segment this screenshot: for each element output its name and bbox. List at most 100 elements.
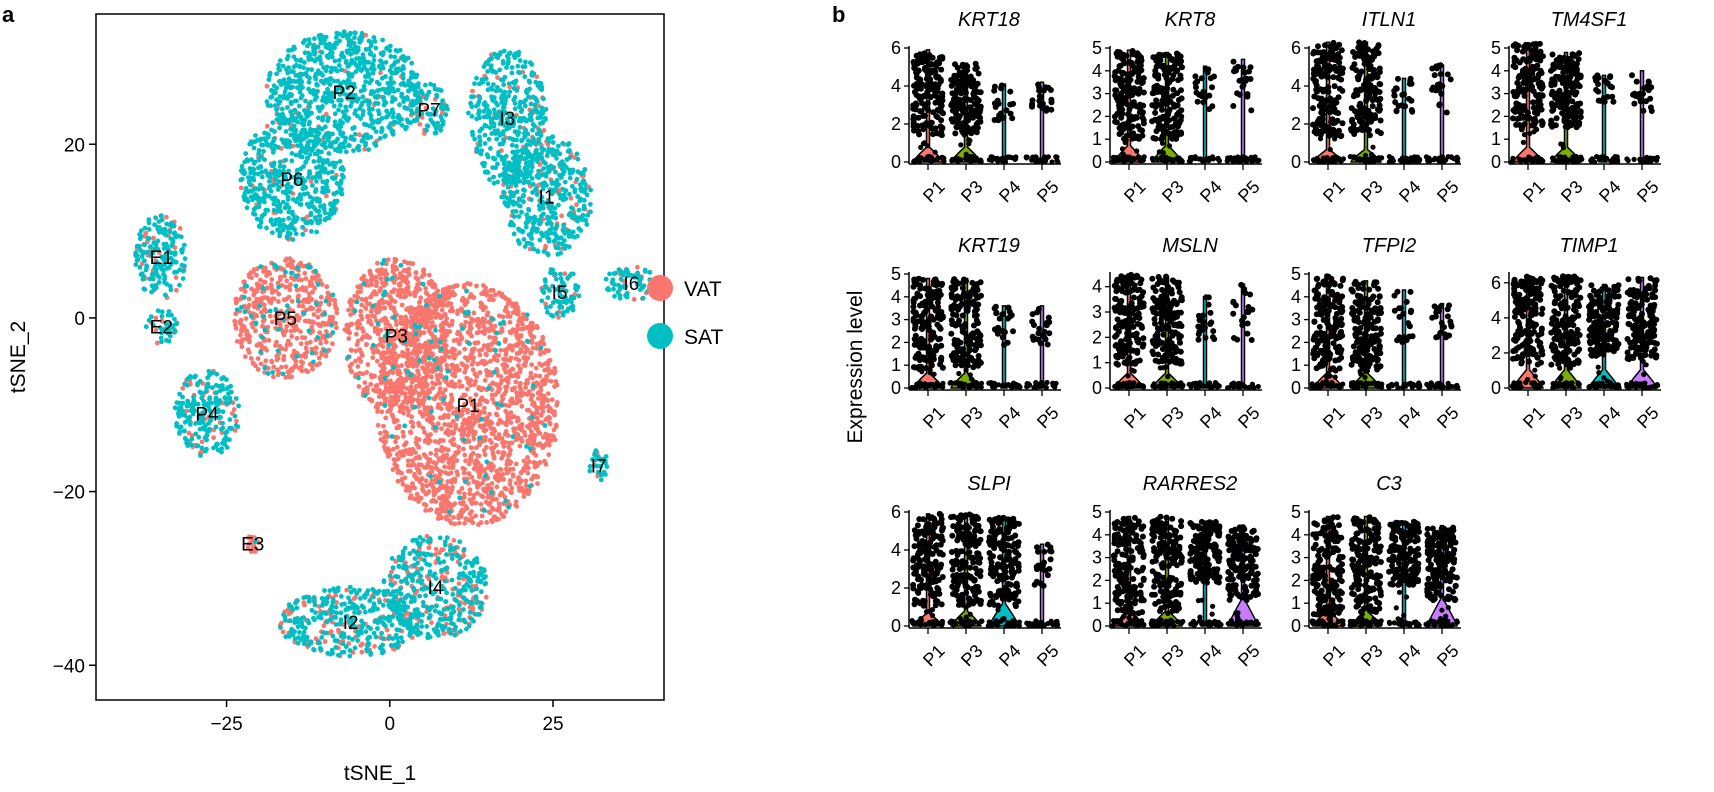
tsne-point <box>432 424 438 430</box>
tsne-point <box>268 95 274 100</box>
tsne-point <box>267 73 272 78</box>
tsne-point <box>388 577 394 583</box>
tsne-point <box>372 644 377 649</box>
tsne-point <box>495 449 501 455</box>
tsne-point <box>463 319 469 325</box>
tsne-point <box>542 458 547 464</box>
tsne-point <box>258 224 263 230</box>
tsne-point <box>436 391 441 397</box>
tsne-point <box>436 456 442 462</box>
tsne-point <box>288 109 293 114</box>
tsne-point <box>366 46 372 52</box>
tsne-point <box>310 289 315 295</box>
tsne-point <box>388 75 394 81</box>
tsne-point <box>412 348 417 354</box>
tsne-point <box>355 364 361 369</box>
tsne-point <box>409 336 415 342</box>
tsne-point <box>320 104 325 109</box>
tsne-point <box>243 354 248 359</box>
tsne-point <box>522 316 527 321</box>
tsne-point <box>396 282 402 288</box>
tsne-point <box>307 169 312 174</box>
tsne-point <box>365 135 370 141</box>
tsne-point <box>462 466 467 472</box>
tsne-point <box>488 146 493 151</box>
tsne-point <box>375 260 380 266</box>
tsne-point <box>339 52 344 58</box>
tsne-point <box>508 420 514 425</box>
tsne-point <box>441 504 446 510</box>
tsne-point <box>358 88 364 94</box>
tsne-point <box>443 509 448 514</box>
tsne-point <box>426 89 432 95</box>
tsne-point <box>517 443 523 449</box>
tsne-point <box>232 318 238 324</box>
tsne-point <box>526 425 532 431</box>
tsne-point <box>246 175 251 180</box>
tsne-point <box>509 142 515 148</box>
tsne-point <box>492 156 497 162</box>
tsne-point <box>459 383 465 389</box>
tsne-point <box>420 486 425 492</box>
tsne-point <box>474 283 479 289</box>
tsne-point <box>426 355 432 361</box>
tsne-point <box>514 334 520 340</box>
tsne-point <box>470 367 476 373</box>
tsne-point <box>449 379 454 385</box>
tsne-point <box>408 395 414 400</box>
tsne-point <box>385 89 391 95</box>
tsne-point <box>264 123 270 129</box>
tsne-point <box>358 308 364 314</box>
tsne-point <box>477 442 482 448</box>
tsne-point <box>441 453 447 458</box>
tsne-point <box>533 365 539 371</box>
tsne-point <box>433 309 438 315</box>
tsne-point <box>264 271 270 277</box>
tsne-point <box>473 392 479 398</box>
tsne-point <box>323 353 329 359</box>
tsne-point <box>369 77 374 83</box>
tsne-point <box>253 320 259 326</box>
tsne-point <box>174 287 179 293</box>
tsne-point <box>385 434 391 439</box>
tsne-point <box>286 294 292 300</box>
tsne-point <box>451 537 457 543</box>
tsne-point <box>336 63 342 68</box>
tsne-plot-frame <box>95 13 665 701</box>
tsne-point <box>495 372 501 378</box>
tsne-point <box>417 300 422 305</box>
tsne-point <box>243 316 249 321</box>
tsne-point <box>552 437 558 443</box>
tsne-point <box>496 505 502 510</box>
tsne-point <box>247 141 253 147</box>
tsne-point <box>530 345 536 351</box>
tsne-point <box>286 65 291 70</box>
tsne-point <box>509 396 515 402</box>
tsne-point <box>413 275 419 281</box>
tsne-point <box>483 285 488 291</box>
tsne-point <box>465 356 471 362</box>
tsne-point <box>370 303 376 309</box>
tsne-point <box>500 314 506 320</box>
tsne-point <box>502 347 508 353</box>
tsne-point <box>358 359 364 364</box>
tsne-point <box>514 396 520 401</box>
tsne-point <box>278 620 284 626</box>
tsne-point <box>390 128 396 134</box>
tsne-point <box>532 420 538 426</box>
tsne-point <box>416 404 421 409</box>
tsne-point <box>323 100 329 105</box>
tsne-point <box>334 190 340 195</box>
tsne-point <box>382 403 388 408</box>
tsne-point <box>330 341 335 347</box>
tsne-point <box>407 488 412 493</box>
tsne-point <box>490 396 495 402</box>
tsne-point <box>510 387 515 393</box>
tsne-point <box>409 103 415 108</box>
tsne-point <box>552 369 558 374</box>
tsne-point <box>289 264 294 270</box>
tsne-point <box>412 306 418 312</box>
tsne-point <box>351 148 356 154</box>
tsne-point <box>389 434 395 439</box>
tsne-point <box>501 82 506 88</box>
